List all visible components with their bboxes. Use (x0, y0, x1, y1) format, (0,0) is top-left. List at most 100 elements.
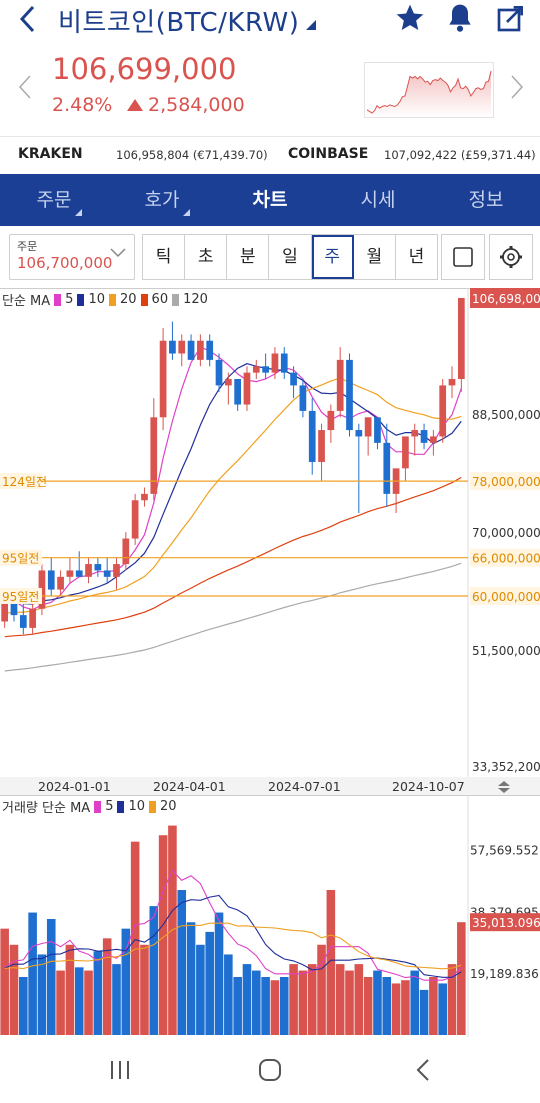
price-chart[interactable]: 124일전 78,000,000 95일전 66,000,000 95일전 60,000,… (0, 288, 540, 778)
candle (85, 564, 92, 577)
ma-swatch-20 (109, 293, 116, 306)
candle (131, 500, 139, 539)
vol-legend-10: 10 (128, 799, 146, 814)
back-button[interactable] (18, 4, 38, 41)
next-coin-arrow[interactable] (510, 74, 524, 107)
current-volume-tag (470, 913, 540, 932)
tab-chart[interactable]: 차트 (252, 189, 288, 211)
tab-orderbook[interactable]: 호가 (108, 174, 216, 226)
up-triangle-icon (127, 99, 143, 111)
ma-line-120 (4, 562, 462, 672)
candle (383, 442, 391, 494)
volume-bar (298, 970, 308, 1035)
candle (66, 570, 74, 577)
tab-quotes[interactable]: 시세 (360, 189, 396, 211)
date-axis (0, 777, 540, 795)
candle (280, 353, 288, 373)
coin-title[interactable]: 비트코인(BTC/KRW) (58, 8, 300, 38)
candle (420, 430, 428, 443)
volume-bar (419, 989, 429, 1035)
candle (439, 385, 447, 437)
candle (75, 570, 83, 577)
order-label: 주문 (17, 240, 38, 253)
candle (411, 430, 419, 437)
candle (141, 493, 148, 501)
volume-bar (373, 970, 382, 1035)
ma-legend-10: 10 (88, 292, 105, 307)
tab-info[interactable]: 정보 (468, 189, 504, 211)
volume-bar (186, 922, 196, 1035)
candle (318, 430, 325, 462)
period-week[interactable]: 주 (311, 235, 354, 279)
star-icon[interactable] (394, 2, 426, 34)
candle (374, 417, 381, 443)
volume-bar (447, 964, 457, 1035)
ma-swatch-120 (172, 293, 180, 306)
order-dropdown[interactable] (9, 234, 135, 280)
reference-label-bg (0, 473, 42, 490)
current-price: 106,699,000 (52, 52, 237, 86)
period-year[interactable]: 년 (408, 247, 425, 267)
vol-legend-prefix: 거래량 단순 MA (2, 801, 91, 816)
recent-apps-icon[interactable] (108, 1058, 132, 1086)
date-label: 2024-01-01 (38, 779, 111, 794)
prev-coin-arrow[interactable] (18, 74, 32, 107)
reference-label-bg (0, 549, 42, 566)
coinbase-name: COINBASE (288, 146, 369, 162)
reference-label: 95일전 (2, 590, 39, 604)
volume-bar (307, 964, 317, 1035)
sparkline[interactable] (364, 62, 494, 118)
vol-swatch-10 (117, 800, 125, 813)
ma-legend-5: 5 (65, 292, 74, 307)
order-value: 106,700,000 (17, 254, 113, 272)
ma-swatch-5 (54, 293, 62, 306)
period-day[interactable]: 일 (269, 235, 312, 279)
period-month[interactable]: 월 (354, 235, 396, 279)
ma-legend: 단순 MA 5 10 20 60 120 (2, 290, 208, 309)
chevron-down-icon[interactable] (110, 246, 126, 262)
period-selector: 틱 초 분 일 주 월 년 (142, 234, 438, 280)
volume-bar (252, 970, 261, 1035)
ma-legend-20: 20 (120, 292, 137, 307)
bell-icon[interactable] (444, 2, 476, 34)
volume-bar (28, 912, 37, 1035)
title-dropdown-icon[interactable] (306, 20, 316, 30)
ma-legend-60: 60 (151, 292, 169, 307)
reference-price: 60,000,000 (472, 590, 540, 604)
settings-gear-icon[interactable] (489, 234, 533, 280)
volume-bar (46, 919, 56, 1035)
period-second[interactable]: 초 (185, 235, 228, 279)
kraken-value: 106,958,804 (€71,439.70) (116, 148, 268, 162)
candle (29, 608, 36, 628)
home-icon[interactable] (258, 1058, 282, 1086)
tab-order[interactable]: 주문 (0, 174, 108, 226)
candle (206, 340, 214, 360)
period-minute[interactable]: 분 (227, 235, 270, 279)
candle (299, 385, 307, 411)
volume-ma-legend: 거래량 단순 MA 5 10 20 (2, 797, 177, 816)
period-tick[interactable]: 틱 (143, 235, 186, 279)
system-back-icon[interactable] (412, 1058, 436, 1086)
fullscreen-button[interactable] (441, 234, 485, 280)
volume-bar (457, 922, 466, 1035)
resize-handle-icon[interactable] (496, 779, 512, 798)
candle (10, 602, 18, 616)
ma-line-60 (4, 476, 462, 638)
candle (94, 564, 102, 571)
current-price-tag (470, 288, 540, 308)
volume-bar (429, 977, 438, 1035)
candle (243, 372, 251, 405)
share-icon[interactable] (495, 2, 527, 34)
candle (290, 372, 297, 386)
reference-price: 66,000,000 (472, 552, 540, 566)
vol-legend-5: 5 (105, 799, 114, 814)
volume-bar (233, 977, 242, 1035)
volume-bar (112, 964, 121, 1035)
volume-bar (56, 970, 65, 1035)
candle (178, 340, 186, 354)
reference-price: 78,000,000 (472, 475, 540, 489)
candle (355, 430, 363, 437)
volume-bar (354, 964, 364, 1035)
kraken-name: KRAKEN (18, 146, 83, 162)
